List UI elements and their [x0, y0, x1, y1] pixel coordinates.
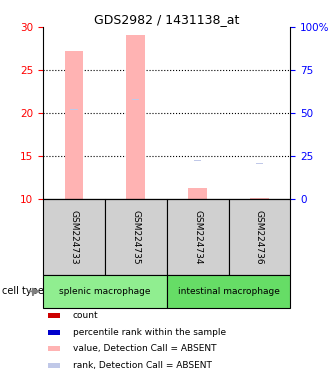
Text: value, Detection Call = ABSENT: value, Detection Call = ABSENT	[73, 344, 216, 353]
Bar	[43, 199, 105, 275]
Text: GSM224734: GSM224734	[193, 210, 202, 264]
Text: count: count	[73, 311, 98, 320]
Bar	[65, 51, 83, 199]
Bar	[48, 330, 60, 335]
Bar	[48, 346, 60, 351]
Bar	[105, 199, 167, 275]
Bar	[132, 99, 139, 101]
Text: cell type: cell type	[2, 286, 44, 296]
Title: GDS2982 / 1431138_at: GDS2982 / 1431138_at	[94, 13, 239, 26]
Text: GSM224735: GSM224735	[131, 210, 140, 264]
Bar	[228, 199, 290, 275]
Bar	[188, 189, 207, 199]
Bar	[256, 163, 263, 164]
Bar	[250, 198, 269, 199]
Bar	[126, 35, 145, 199]
Bar	[43, 275, 167, 308]
Bar	[167, 275, 290, 308]
Text: splenic macrophage: splenic macrophage	[59, 287, 150, 296]
Bar	[70, 109, 78, 110]
Bar	[167, 199, 228, 275]
Text: intestinal macrophage: intestinal macrophage	[178, 287, 280, 296]
Text: GSM224733: GSM224733	[69, 210, 78, 264]
Text: rank, Detection Call = ABSENT: rank, Detection Call = ABSENT	[73, 361, 212, 370]
Text: GSM224736: GSM224736	[255, 210, 264, 264]
Text: percentile rank within the sample: percentile rank within the sample	[73, 328, 226, 337]
Bar	[48, 313, 60, 318]
Bar	[48, 363, 60, 368]
